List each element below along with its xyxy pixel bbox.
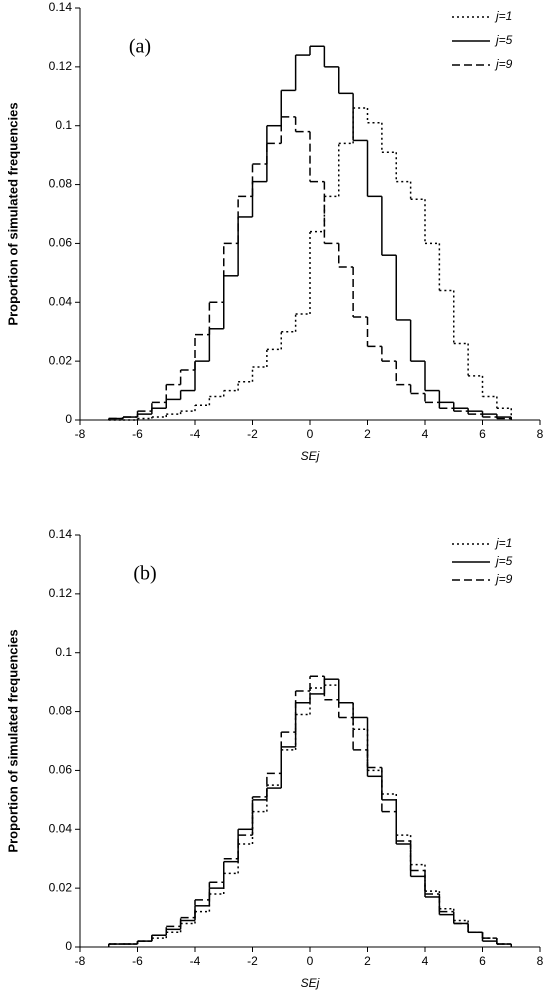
x-tick-label: 6 bbox=[479, 954, 486, 968]
panel: 0 0.02 0.04 0.06 0.08 0.1 0.12 0.14 -8 -6 -4 -2 0 2 4 6… bbox=[5, 527, 543, 990]
series bbox=[108, 107, 512, 421]
y-tick-label: 0.12 bbox=[49, 586, 73, 600]
x-tick-label: 6 bbox=[479, 427, 486, 441]
x-tick-label: -2 bbox=[247, 427, 258, 441]
y-tick-label: 0.1 bbox=[55, 118, 72, 132]
y-tick-label: 0.04 bbox=[49, 821, 73, 835]
y-tick-label: 0.12 bbox=[49, 59, 73, 73]
y-tick-label: 0.14 bbox=[49, 0, 73, 14]
y-tick-label: 0.08 bbox=[49, 704, 73, 718]
x-tick-label: -8 bbox=[75, 954, 86, 968]
annotation: (a) bbox=[129, 36, 151, 58]
y-tick-label: 0.04 bbox=[49, 294, 73, 308]
y-axis-label: Proportion of simulated frequencies bbox=[5, 629, 20, 852]
x-tick-label: 0 bbox=[307, 954, 314, 968]
series bbox=[108, 45, 512, 420]
y-tick-label: 0.1 bbox=[55, 645, 72, 659]
x-tick-label: 2 bbox=[364, 427, 371, 441]
x-tick-label: -6 bbox=[132, 954, 143, 968]
y-tick-label: 0.06 bbox=[49, 763, 73, 777]
legend-label: j=1 bbox=[494, 536, 512, 550]
x-axis-label: SEj bbox=[301, 976, 320, 990]
panel: 0 0.02 0.04 0.06 0.08 0.1 0.12 0.14 -8 -6 -4 -2 0 2 4 6… bbox=[5, 0, 543, 463]
x-tick-label: -6 bbox=[132, 427, 143, 441]
legend-label: j=5 bbox=[494, 33, 513, 47]
x-tick-label: 4 bbox=[422, 427, 429, 441]
y-tick-label: 0.02 bbox=[49, 880, 73, 894]
y-axis-label: Proportion of simulated frequencies bbox=[5, 102, 20, 325]
y-tick-label: 0.08 bbox=[49, 177, 73, 191]
x-tick-label: 8 bbox=[537, 427, 544, 441]
series bbox=[108, 116, 512, 420]
series bbox=[108, 678, 512, 947]
legend-label: j=9 bbox=[494, 57, 513, 71]
legend-label: j=1 bbox=[494, 9, 512, 23]
x-tick-label: -8 bbox=[75, 427, 86, 441]
y-tick-label: 0.06 bbox=[49, 236, 73, 250]
x-axis-label: SEj bbox=[301, 449, 320, 463]
y-tick-label: 0 bbox=[65, 939, 72, 953]
y-tick-label: 0 bbox=[65, 412, 72, 426]
x-tick-label: 2 bbox=[364, 954, 371, 968]
y-tick-label: 0.14 bbox=[49, 527, 73, 541]
annotation: (b) bbox=[133, 563, 156, 585]
x-tick-label: -4 bbox=[190, 954, 201, 968]
legend-label: j=9 bbox=[494, 572, 513, 586]
x-tick-label: 8 bbox=[537, 954, 544, 968]
legend-label: j=5 bbox=[494, 554, 513, 568]
x-tick-label: -2 bbox=[247, 954, 258, 968]
x-tick-label: -4 bbox=[190, 427, 201, 441]
y-tick-label: 0.02 bbox=[49, 353, 73, 367]
x-tick-label: 0 bbox=[307, 427, 314, 441]
series bbox=[108, 684, 512, 947]
x-tick-label: 4 bbox=[422, 954, 429, 968]
series bbox=[108, 675, 512, 947]
